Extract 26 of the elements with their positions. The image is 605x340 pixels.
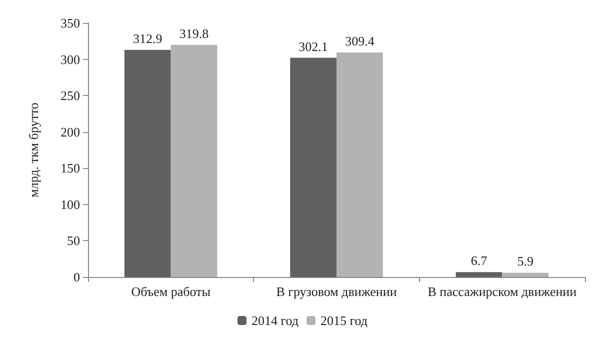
y-tick-label: 350 <box>60 16 80 30</box>
data-label: 302.1 <box>298 38 328 54</box>
y-tick-label: 200 <box>60 124 80 140</box>
x-tick-label: Объем работы <box>131 284 211 299</box>
y-tick-label: 100 <box>60 196 80 212</box>
data-label: 319.8 <box>179 26 209 41</box>
data-label: 6.7 <box>470 253 488 268</box>
data-label: 309.4 <box>345 33 375 48</box>
y-tick-label: 0 <box>74 270 80 284</box>
legend-label: 2015 год <box>320 313 368 328</box>
y-tick-label: 250 <box>60 88 80 104</box>
y-axis-title: млрд. ткм брутто <box>26 102 41 198</box>
x-tick-label: В грузовом движении <box>276 284 397 299</box>
x-tick-label: В пассажирском движении <box>428 284 577 299</box>
data-label: 5.9 <box>517 254 534 269</box>
bar <box>456 272 502 277</box>
y-tick-label: 50 <box>67 233 80 248</box>
bar <box>170 44 218 277</box>
bar <box>124 50 171 277</box>
legend-label: 2014 год <box>252 313 299 328</box>
bar <box>336 52 383 277</box>
y-tick-label: 300 <box>60 52 80 67</box>
bar <box>502 272 549 277</box>
y-tick-label: 150 <box>60 160 80 176</box>
bar <box>290 58 336 277</box>
data-label: 312.9 <box>133 30 162 46</box>
